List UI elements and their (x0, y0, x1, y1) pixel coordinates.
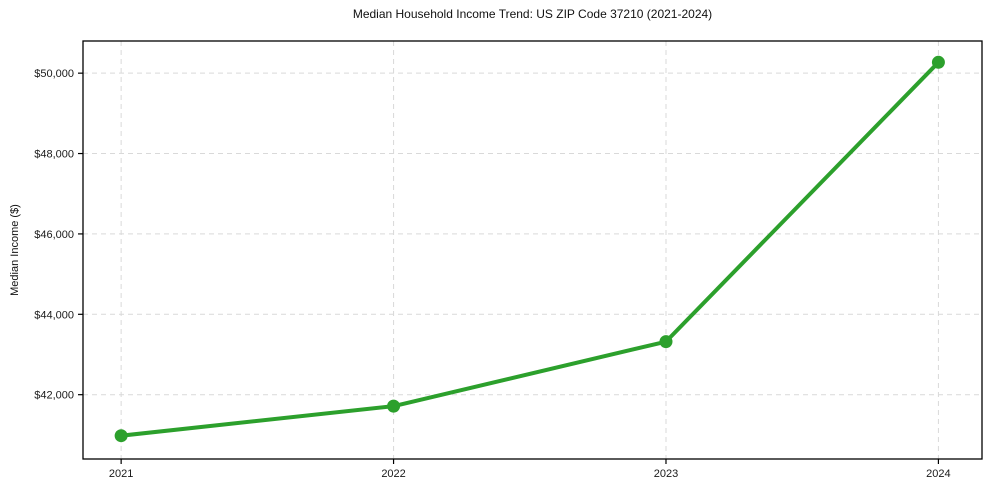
chart-title: Median Household Income Trend: US ZIP Co… (352, 7, 713, 21)
x-tick-label: 2023 (654, 468, 678, 480)
data-point (931, 55, 945, 69)
data-point (387, 399, 401, 413)
data-line (119, 60, 941, 438)
x-tick-label: 2024 (926, 468, 950, 480)
y-tick-label: $42,000 (34, 390, 74, 402)
x-tick-label: 2021 (109, 468, 133, 480)
x-tick-label: 2022 (381, 468, 405, 480)
plot-border (82, 40, 983, 460)
data-point (659, 335, 673, 349)
y-tick-label: $46,000 (34, 229, 74, 241)
y-tick-label: $50,000 (34, 68, 74, 80)
data-point (114, 429, 128, 443)
y-tick-label: $44,000 (34, 309, 74, 321)
y-tick-label: $48,000 (34, 149, 74, 161)
